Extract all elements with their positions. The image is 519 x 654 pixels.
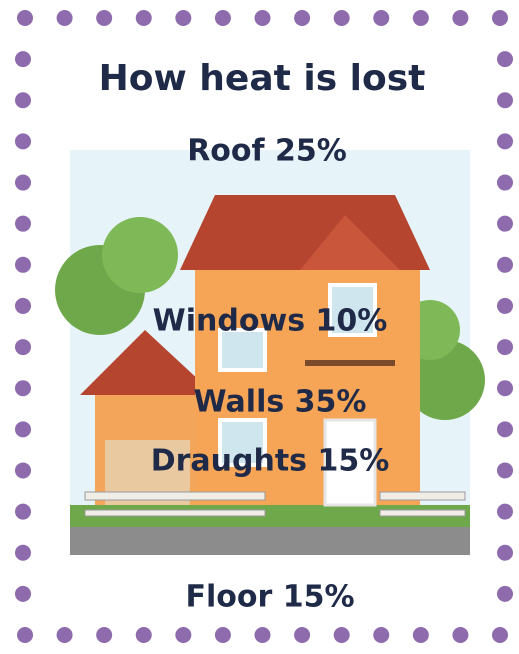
border-dot [497, 133, 513, 149]
border-dot [497, 421, 513, 437]
border-dot [373, 10, 389, 26]
border-dot [15, 462, 31, 478]
border-dot [15, 216, 31, 232]
heat-loss-label: Windows 10% [153, 304, 388, 339]
border-dot [497, 339, 513, 355]
border-dot [492, 627, 508, 643]
border-dot [497, 298, 513, 314]
border-dot [15, 339, 31, 355]
border-dot [15, 504, 31, 520]
border-dot [497, 216, 513, 232]
border-dot [413, 627, 429, 643]
border-dot [17, 627, 33, 643]
border-dot [255, 627, 271, 643]
border-dot [413, 10, 429, 26]
border-dot [96, 627, 112, 643]
roof [180, 195, 430, 270]
border-dot [497, 51, 513, 67]
border-dot [334, 10, 350, 26]
border-dot [15, 92, 31, 108]
heat-loss-label: Draughts 15% [151, 444, 390, 479]
border-dot [373, 627, 389, 643]
balcony [305, 360, 395, 366]
border-dot [15, 545, 31, 561]
border-dot [15, 257, 31, 273]
poster: How heat is lost Roof 25% Windows 10% Wa… [0, 0, 519, 654]
border-dot [452, 627, 468, 643]
border-dot [497, 545, 513, 561]
border-dot [136, 10, 152, 26]
border-dot [492, 10, 508, 26]
border-dot [17, 10, 33, 26]
border-dot [175, 627, 191, 643]
border-dot [497, 586, 513, 602]
house-illustration [55, 150, 485, 555]
border-dot [294, 627, 310, 643]
border-dot [175, 10, 191, 26]
border-dot [497, 257, 513, 273]
border-dot [497, 380, 513, 396]
border-dot [96, 10, 112, 26]
border-dot [497, 462, 513, 478]
border-dot [136, 627, 152, 643]
border-dot [215, 627, 231, 643]
border-dot [215, 10, 231, 26]
border-dot [15, 175, 31, 191]
border-dot [497, 504, 513, 520]
ground [70, 525, 470, 555]
border-dot [497, 92, 513, 108]
border-dot [294, 10, 310, 26]
tree [102, 217, 178, 293]
border-dot [15, 133, 31, 149]
border-dot [15, 421, 31, 437]
border-dot [57, 627, 73, 643]
border-dot [15, 586, 31, 602]
border-dot [452, 10, 468, 26]
border-dot [57, 10, 73, 26]
heat-loss-label: Roof 25% [187, 134, 347, 169]
border-dot [255, 10, 271, 26]
title: How heat is lost [99, 58, 426, 99]
border-dot [334, 627, 350, 643]
heat-loss-label: Walls 35% [194, 385, 367, 420]
border-dot [15, 380, 31, 396]
border-dot [15, 51, 31, 67]
border-dot [15, 298, 31, 314]
border-dot [497, 175, 513, 191]
heat-loss-label: Floor 15% [185, 580, 354, 615]
